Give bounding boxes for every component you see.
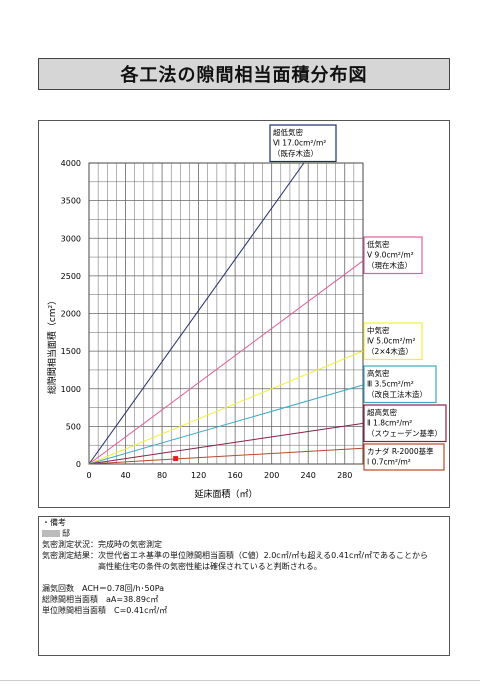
measurement-result-line1: 気密測定結果：次世代省エネ基準の単位隙間相当面積（C値）2.0c㎡/㎡も超える0… — [42, 551, 428, 560]
callout-box — [363, 443, 445, 471]
total-leakage-area: 総隙間相当面積 aA=38.89c㎡ — [42, 595, 159, 604]
series-lines — [88, 162, 364, 465]
owner-name: 邸 — [42, 529, 70, 539]
redacted-name — [42, 530, 60, 537]
callout-label: Ⅱ 1.8cm²/m² — [367, 419, 412, 428]
callout-label: カナダ R-2000基準 — [367, 446, 434, 456]
x-tick-label: 280 — [337, 471, 352, 480]
callout-box — [363, 236, 423, 275]
grid — [88, 162, 364, 465]
callout-label: Ⅲ 3.5cm²/m² — [367, 380, 414, 389]
callout-v: 低気密 Ⅴ 9.0cm²/m²（現在木造） — [363, 236, 423, 275]
page-bottom-rule — [0, 680, 480, 681]
x-tick-label: 120 — [191, 471, 206, 480]
callout-vi: 超低気密 Ⅵ 17.0cm²/m²（既存木造） — [269, 124, 337, 163]
y-tick-label: 1500 — [61, 347, 81, 356]
y-tick-label: 2500 — [61, 272, 81, 281]
callout-ii: 超高気密 Ⅱ 1.8cm²/m²（スウェーデン基準） — [363, 404, 447, 443]
unit-leakage-area: 単位隙間相当面積 C=0.41c㎡/㎡ — [42, 606, 168, 615]
callout-label: （2×4木造） — [367, 346, 413, 356]
notes-panel: ・備考 邸 気密測定状況：完成時の気密測定 気密測定結果：次世代省エネ基準の単位… — [38, 516, 450, 656]
measurement-result-line2: 高性能住宅の条件の気密性能は確保されていると判断される。 — [98, 562, 322, 571]
series-line-ii — [88, 422, 364, 465]
air-change-rate: 漏気回数 ACH＝0.78回/h･50Pa — [42, 584, 165, 593]
callout-label: 高気密 — [367, 368, 390, 378]
axis-ticks: 0 40 80 120 160 200 240 280 0 500 1000 1500 2000 2500… — [61, 159, 353, 480]
y-tick-label: 4000 — [61, 159, 81, 168]
callout-box — [363, 365, 437, 404]
axis-labels: 延床面積（㎡） 総隙間相当面積（cm²） — [46, 296, 258, 500]
callout-iii: 高気密 Ⅲ 3.5cm²/m²（改良工法木造） — [363, 365, 437, 404]
callout-label: 中気密 — [367, 325, 390, 335]
callout-label: （現在木造） — [367, 260, 412, 270]
title-box: 各工法の隙間相当面積分布図 — [38, 58, 450, 90]
x-tick-label: 160 — [227, 471, 242, 480]
callout-box — [269, 124, 337, 163]
measured-point — [173, 456, 179, 462]
chart-panel: 0 40 80 120 160 200 240 280 0 500 1000 1500 2000 2500… — [38, 120, 450, 508]
name-suffix: 邸 — [62, 529, 70, 538]
x-axis-label: 延床面積（㎡） — [194, 488, 257, 500]
callout-label: Ⅳ 5.0cm²/m² — [367, 337, 416, 346]
series-line-vi — [88, 162, 305, 465]
chart-title: 各工法の隙間相当面積分布図 — [120, 65, 368, 86]
callout-iv: 中気密 Ⅳ 5.0cm²/m²（2×4木造） — [363, 322, 423, 361]
y-tick-label: 0 — [76, 460, 81, 469]
leakage-area-chart: 0 40 80 120 160 200 240 280 0 500 1000 1500 2000 2500… — [46, 124, 447, 500]
callout-label: Ⅴ 9.0cm²/m² — [367, 251, 414, 260]
callout-label: Ⅰ 0.7cm²/m² — [367, 458, 411, 467]
x-tick-label: 40 — [120, 471, 130, 480]
callout-box — [363, 404, 447, 443]
y-tick-label: 500 — [66, 422, 81, 431]
y-tick-label: 1000 — [61, 385, 81, 394]
callout-i: カナダ R-2000基準 Ⅰ 0.7cm²/m² — [363, 443, 445, 471]
callout-label: 超低気密 — [273, 127, 303, 137]
x-tick-label: 0 — [86, 471, 91, 480]
callout-label: 低気密 — [367, 239, 390, 249]
callout-label: （既存木造） — [273, 148, 318, 158]
x-tick-label: 200 — [264, 471, 279, 480]
notes-header: ・備考 — [42, 518, 66, 527]
callout-label: （改良工法木造） — [367, 389, 427, 399]
x-tick-label: 240 — [301, 471, 316, 480]
y-tick-label: 3500 — [61, 197, 81, 206]
y-tick-label: 3000 — [61, 234, 81, 243]
callout-label: （スウェーデン基準） — [367, 428, 442, 438]
series-line-iii — [88, 384, 364, 465]
callout-label: Ⅵ 17.0cm²/m² — [273, 139, 326, 148]
series-line-i — [88, 447, 364, 465]
callout-label: 超高気密 — [367, 407, 397, 417]
y-axis-label: 総隙間相当面積（cm²） — [46, 296, 58, 394]
series-line-iv — [88, 350, 364, 465]
y-tick-label: 2000 — [61, 310, 81, 319]
series-callouts: 超低気密 Ⅵ 17.0cm²/m²（既存木造） 低気密 Ⅴ 9.0cm²/m²（現在木… — [269, 124, 447, 471]
series-line-v — [88, 260, 364, 465]
measurement-condition: 気密測定状況：完成時の気密測定 — [42, 540, 162, 549]
callout-box — [363, 322, 423, 361]
x-tick-label: 80 — [157, 471, 167, 480]
